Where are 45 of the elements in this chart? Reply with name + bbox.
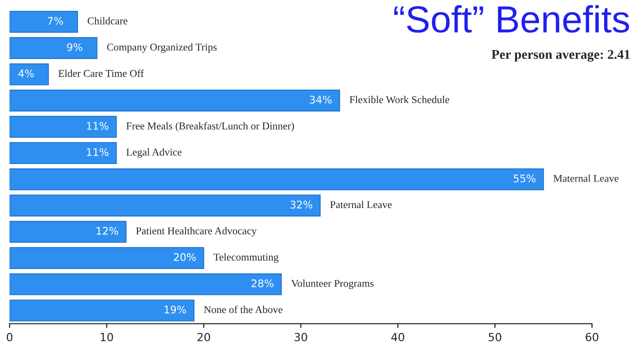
y-tick-label: Childcare [88, 17, 128, 24]
data-label: 20% [174, 253, 196, 262]
y-tick-label: Company Organized Trips [107, 43, 217, 53]
bar [10, 37, 98, 59]
y-tick-label: Paternal Leave [330, 200, 392, 208]
bar [10, 273, 282, 296]
data-label: 4% [18, 69, 34, 78]
x-tick-label: 20 [197, 332, 210, 342]
y-tick-label: Maternal Leave [553, 174, 618, 182]
x-tick-label: 30 [294, 332, 308, 342]
data-label: 28% [252, 279, 274, 288]
y-tick-label: Flexible Work Schedule [350, 96, 450, 104]
data-label: 7% [48, 16, 63, 25]
y-tick-label: None of the Above [204, 306, 282, 314]
data-label: 55% [514, 174, 536, 182]
x-tick-label: 0 [6, 332, 12, 342]
bar [10, 194, 321, 216]
data-label: 19% [164, 306, 186, 314]
y-tick-label: Patient Healthcare Advocacy [136, 227, 257, 237]
y-tick-label: Volunteer Programs [291, 280, 374, 290]
bar [10, 142, 117, 164]
y-tick-label: Legal Advice [126, 148, 182, 158]
data-label: 11% [86, 122, 108, 130]
bar [10, 90, 340, 112]
y-tick-label: Elder Care Time Off [58, 69, 144, 77]
bar [10, 247, 204, 269]
data-label: 11% [86, 148, 108, 156]
data-label: 9% [67, 43, 82, 52]
x-tick-label: 10 [100, 332, 113, 342]
data-label: 12% [96, 226, 118, 235]
bar [10, 300, 194, 322]
x-tick-label: 40 [391, 332, 404, 342]
text: Per person average: 2.41 [492, 50, 630, 62]
data-label: 34% [310, 96, 332, 104]
x-tick-label: 60 [586, 332, 598, 342]
y-tick-label: Free Meals (Breakfast/Lunch or Dinner) [126, 122, 294, 132]
bar [10, 63, 49, 86]
bar [10, 168, 544, 190]
bar [10, 116, 117, 138]
bar [10, 10, 78, 33]
chart-title: “Soft” Benefits [394, 5, 630, 33]
bar [10, 220, 126, 243]
x-tick-label: 50 [488, 332, 502, 342]
y-tick-label: Telecommuting [214, 253, 278, 263]
data-label: 32% [290, 200, 312, 209]
